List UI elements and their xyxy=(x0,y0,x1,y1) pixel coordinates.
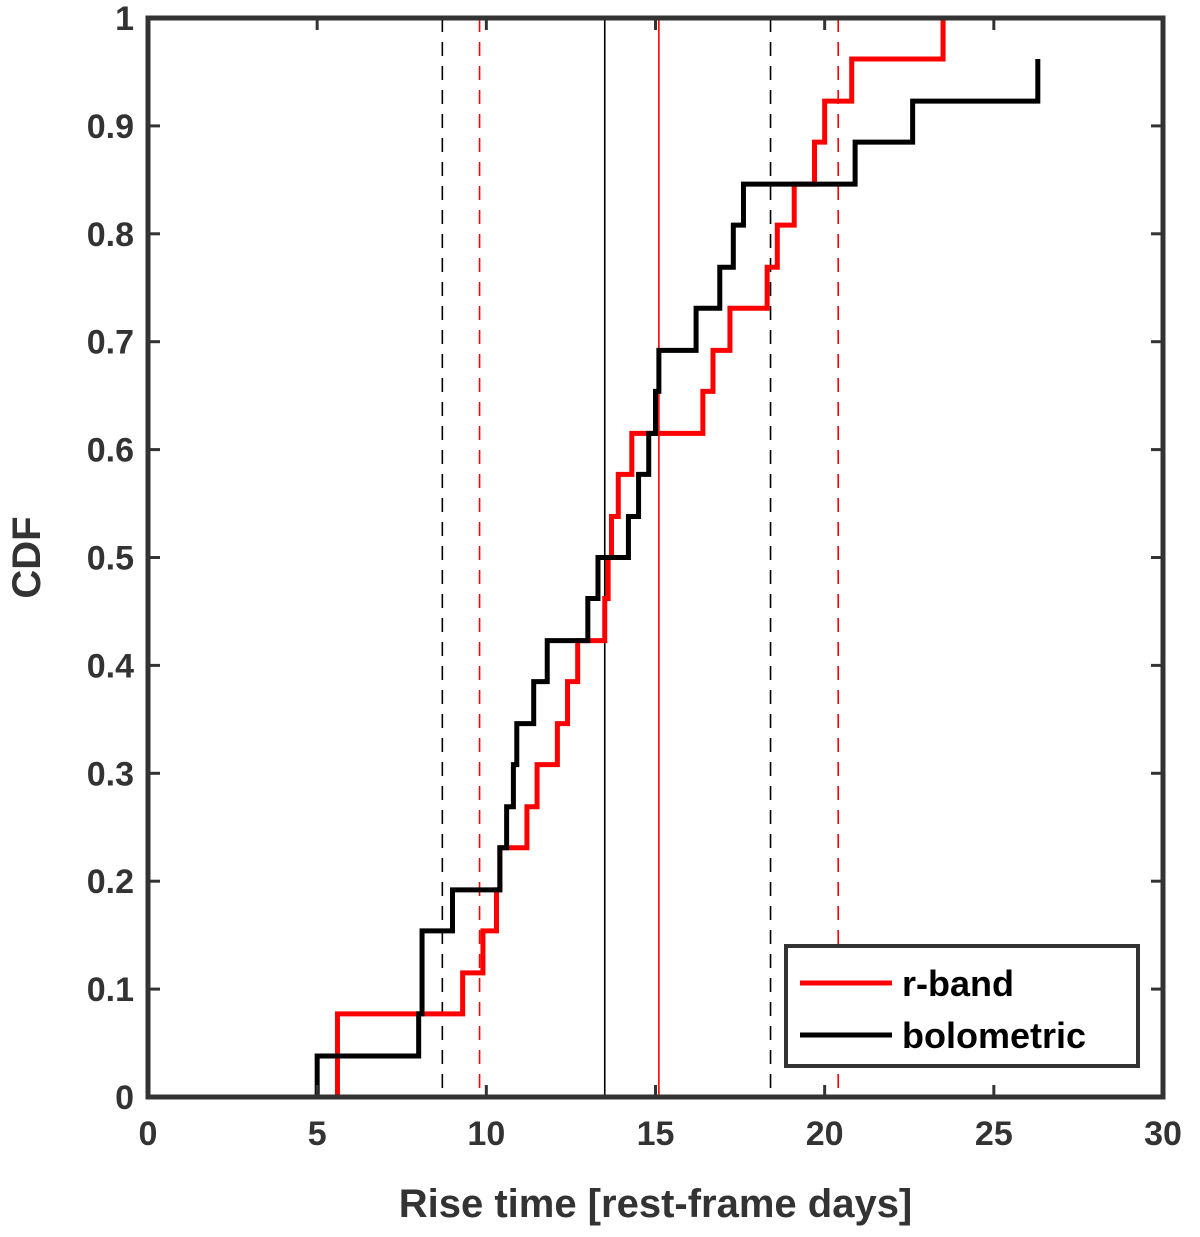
x-tick-label: 10 xyxy=(467,1115,505,1153)
x-tick-label: 15 xyxy=(637,1115,675,1153)
y-tick-label: 0.1 xyxy=(87,971,134,1009)
x-tick-label: 20 xyxy=(806,1115,844,1153)
x-tick-label: 5 xyxy=(308,1115,327,1153)
legend-label-r-band: r-band xyxy=(902,963,1014,1004)
y-tick-label: 0.8 xyxy=(87,216,134,254)
y-axis-label: CDF xyxy=(5,516,49,598)
series-layer xyxy=(313,15,1055,1100)
x-tick-label: 0 xyxy=(139,1115,158,1153)
legend-label-bolometric: bolometric xyxy=(902,1015,1086,1056)
y-tick-label: 0.7 xyxy=(87,324,134,362)
plot-area-frame xyxy=(145,15,1166,1100)
x-tick-label: 25 xyxy=(975,1115,1013,1153)
bolometric-cdf-line xyxy=(313,59,1041,1100)
y-tick-label: 0.4 xyxy=(87,647,134,685)
y-tick-label: 0.5 xyxy=(87,540,134,578)
x-axis-label: Rise time [rest-frame days] xyxy=(399,1182,913,1226)
r-band-cdf-line xyxy=(330,15,1055,1100)
y-tick-label: 0.6 xyxy=(87,432,134,470)
y-tick-label: 0.2 xyxy=(87,863,134,901)
legend: r-band bolometric xyxy=(784,944,1140,1068)
reference-lines-layer xyxy=(441,18,840,1097)
legend-box xyxy=(784,944,1140,1068)
y-tick-label: 0.3 xyxy=(87,755,134,793)
x-tick-label: 30 xyxy=(1144,1115,1182,1153)
y-tick-label: 1 xyxy=(115,0,134,38)
y-tick-label: 0.9 xyxy=(87,108,134,146)
ticks-layer: 0 5 10 15 20 25 30 0 0.1 0.2 0.3 0.4 0.5 0.6 0.7 0.8 0.9… xyxy=(87,0,1182,1153)
y-tick-label: 0 xyxy=(115,1079,134,1117)
